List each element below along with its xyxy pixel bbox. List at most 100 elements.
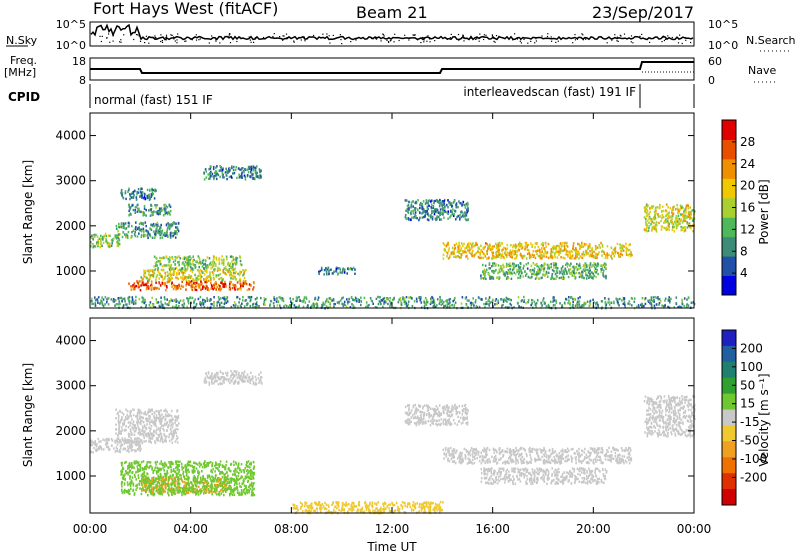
data-cell — [465, 218, 467, 220]
data-cell — [527, 253, 529, 255]
data-cell — [647, 204, 649, 206]
data-cell — [662, 214, 664, 216]
data-cell — [155, 230, 157, 232]
data-cell — [240, 260, 242, 262]
data-cell — [173, 300, 175, 302]
data-cell — [461, 242, 463, 244]
data-cell — [178, 305, 180, 307]
data-cell — [160, 409, 162, 411]
data-cell — [575, 257, 577, 259]
power-colorbar-label: Power [dB] — [757, 179, 771, 244]
data-cell — [133, 428, 135, 430]
data-cell — [200, 273, 202, 275]
data-cell — [437, 298, 439, 300]
data-cell — [384, 301, 386, 303]
data-cell — [182, 274, 184, 276]
data-cell — [315, 297, 317, 299]
data-cell — [536, 265, 538, 267]
data-cell — [172, 418, 174, 420]
data-cell — [611, 251, 613, 253]
data-cell — [347, 301, 349, 303]
data-cell — [282, 297, 284, 299]
noise-search-point — [108, 33, 109, 34]
data-cell — [583, 268, 585, 270]
data-cell — [325, 267, 327, 269]
data-cell — [562, 265, 564, 267]
data-cell — [298, 305, 300, 307]
data-cell — [419, 212, 421, 214]
data-cell — [176, 424, 178, 426]
velocity-heatmap — [90, 370, 695, 515]
data-cell — [224, 303, 226, 305]
data-cell — [162, 236, 164, 238]
data-cell — [647, 210, 649, 212]
data-cell — [575, 247, 577, 249]
nave-label: Nave — [748, 64, 776, 77]
data-cell — [155, 206, 157, 208]
data-cell — [611, 247, 613, 249]
data-cell — [462, 245, 464, 247]
data-cell — [99, 302, 101, 304]
data-cell — [132, 204, 134, 206]
data-cell — [118, 420, 120, 422]
noise-search-point — [685, 40, 686, 41]
data-cell — [328, 267, 330, 269]
data-cell — [226, 269, 228, 271]
data-cell — [326, 305, 328, 307]
data-cell — [155, 419, 157, 421]
data-cell — [447, 252, 449, 254]
data-cell — [196, 303, 198, 305]
data-cell — [203, 489, 205, 491]
data-cell — [468, 218, 470, 220]
noise-search-point — [371, 38, 372, 39]
data-cell — [625, 243, 627, 245]
data-cell — [132, 296, 134, 298]
noise-search-point — [176, 39, 177, 40]
data-cell — [659, 206, 661, 208]
data-cell — [145, 276, 147, 278]
data-cell — [206, 176, 208, 178]
data-cell — [159, 282, 161, 284]
data-cell — [128, 433, 130, 435]
data-cell — [605, 255, 607, 257]
data-cell — [174, 268, 176, 270]
data-cell — [499, 277, 501, 279]
data-cell — [481, 298, 483, 300]
data-cell — [174, 482, 176, 484]
data-cell — [648, 230, 650, 232]
data-cell — [171, 274, 173, 276]
data-cell — [156, 410, 158, 412]
noise-search-point — [375, 38, 376, 39]
data-cell — [554, 254, 556, 256]
data-cell — [567, 255, 569, 257]
data-cell — [220, 273, 222, 275]
data-cell — [488, 257, 490, 259]
data-cell — [529, 277, 531, 279]
data-cell — [630, 251, 632, 253]
data-cell — [209, 172, 211, 174]
data-cell — [484, 253, 486, 255]
data-cell — [118, 415, 120, 417]
data-cell — [232, 287, 234, 289]
data-cell — [578, 272, 580, 274]
data-cell — [153, 274, 155, 276]
data-cell — [668, 229, 670, 231]
data-cell — [577, 301, 579, 303]
power-colorbar-swatch — [722, 217, 736, 237]
data-cell — [229, 268, 231, 270]
data-cell — [668, 226, 670, 228]
power-colorbar-tick-label: 24 — [740, 157, 755, 171]
data-cell — [233, 272, 235, 274]
data-cell — [655, 225, 657, 227]
data-cell — [127, 467, 129, 469]
data-cell — [119, 431, 121, 433]
data-cell — [449, 255, 451, 257]
data-cell — [455, 255, 457, 257]
noise-sky-trace — [91, 25, 693, 39]
data-cell — [690, 213, 692, 215]
data-cell — [653, 205, 655, 207]
data-cell — [194, 267, 196, 269]
data-cell — [125, 192, 127, 194]
noise-search-point — [230, 42, 231, 43]
data-cell — [684, 217, 686, 219]
